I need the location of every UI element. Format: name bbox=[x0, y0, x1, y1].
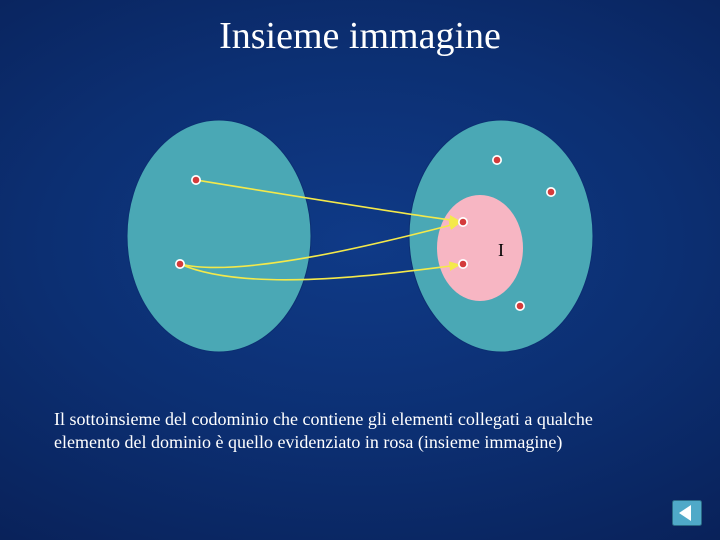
nav-back-icon[interactable] bbox=[672, 500, 702, 526]
image-set-label: I bbox=[498, 240, 504, 260]
slide-caption: Il sottoinsieme del codominio che contie… bbox=[54, 408, 654, 454]
function-diagram: I bbox=[0, 0, 720, 540]
domain-set bbox=[127, 120, 311, 352]
codomain-point bbox=[548, 189, 555, 196]
codomain-point bbox=[517, 303, 524, 310]
domain-point bbox=[177, 261, 184, 268]
codomain-point bbox=[494, 157, 501, 164]
codomain-point bbox=[460, 219, 467, 226]
domain-point bbox=[193, 177, 200, 184]
image-subset bbox=[437, 195, 523, 301]
codomain-point bbox=[460, 261, 467, 268]
